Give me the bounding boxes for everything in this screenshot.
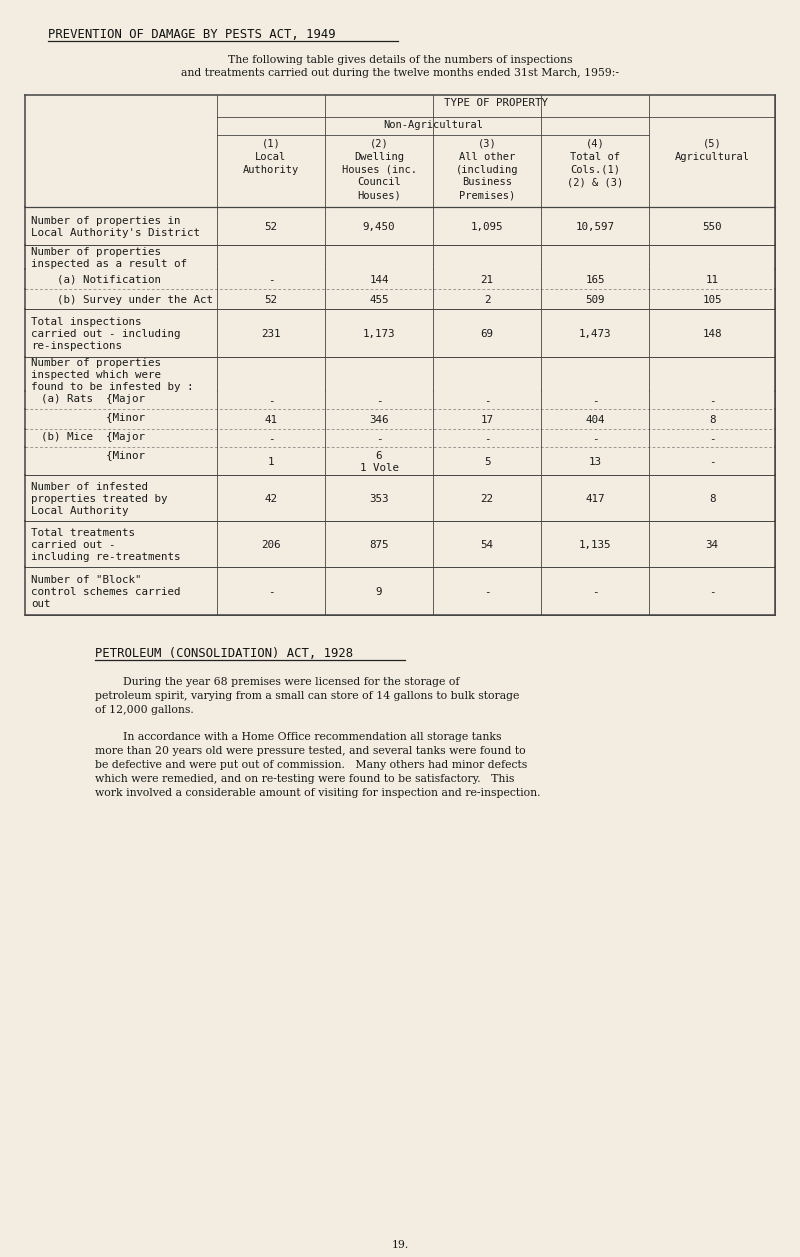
Text: The following table gives details of the numbers of inspections: The following table gives details of the… xyxy=(228,55,572,65)
Text: 17: 17 xyxy=(481,415,494,425)
Text: Number of properties: Number of properties xyxy=(31,358,161,368)
Text: inspected as a result of: inspected as a result of xyxy=(31,259,187,269)
Text: 8: 8 xyxy=(709,494,715,504)
Text: inspected which were: inspected which were xyxy=(31,370,161,380)
Text: (a) Notification: (a) Notification xyxy=(31,275,161,285)
Text: -: - xyxy=(592,587,598,597)
Text: carried out -: carried out - xyxy=(31,541,115,551)
Text: 417: 417 xyxy=(586,494,605,504)
Text: 1,473: 1,473 xyxy=(578,329,611,339)
Text: In accordance with a Home Office recommendation all storage tanks
more than 20 y: In accordance with a Home Office recomme… xyxy=(95,732,541,798)
Text: -: - xyxy=(268,275,274,285)
Text: Number of infested: Number of infested xyxy=(31,481,148,491)
Text: -: - xyxy=(709,587,715,597)
Text: 1,135: 1,135 xyxy=(578,541,611,551)
Text: properties treated by: properties treated by xyxy=(31,494,167,504)
Text: (4)
Total of
Cols.(1)
(2) & (3): (4) Total of Cols.(1) (2) & (3) xyxy=(567,140,623,187)
Text: 875: 875 xyxy=(370,541,389,551)
Text: 550: 550 xyxy=(702,222,722,233)
Text: -: - xyxy=(268,396,274,406)
Text: 2: 2 xyxy=(484,295,490,305)
Text: 19.: 19. xyxy=(391,1239,409,1249)
Text: -: - xyxy=(484,396,490,406)
Text: 353: 353 xyxy=(370,494,389,504)
Text: -: - xyxy=(709,434,715,444)
Text: 42: 42 xyxy=(265,494,278,504)
Text: -: - xyxy=(592,396,598,406)
Text: 455: 455 xyxy=(370,295,389,305)
Text: TYPE OF PROPERTY: TYPE OF PROPERTY xyxy=(444,98,548,108)
Text: 34: 34 xyxy=(706,541,718,551)
Text: Local Authority's District: Local Authority's District xyxy=(31,228,200,238)
Text: 21: 21 xyxy=(481,275,494,285)
Text: 165: 165 xyxy=(586,275,605,285)
Text: -: - xyxy=(592,434,598,444)
Text: 144: 144 xyxy=(370,275,389,285)
Text: 52: 52 xyxy=(265,222,278,233)
Text: {Minor: {Minor xyxy=(41,450,145,460)
Text: 54: 54 xyxy=(481,541,494,551)
Text: (1)
Local
Authority: (1) Local Authority xyxy=(243,140,299,175)
Text: 346: 346 xyxy=(370,415,389,425)
Text: PREVENTION OF DAMAGE BY PESTS ACT, 1949: PREVENTION OF DAMAGE BY PESTS ACT, 1949 xyxy=(48,28,336,41)
Text: -: - xyxy=(484,587,490,597)
Text: -: - xyxy=(709,396,715,406)
Text: 5: 5 xyxy=(484,458,490,468)
Text: PETROLEUM (CONSOLIDATION) ACT, 1928: PETROLEUM (CONSOLIDATION) ACT, 1928 xyxy=(95,647,353,660)
Text: Total inspections: Total inspections xyxy=(31,317,142,327)
Text: 11: 11 xyxy=(706,275,718,285)
Text: (5)
Agricultural: (5) Agricultural xyxy=(674,140,750,162)
Text: (b) Mice  {Major: (b) Mice {Major xyxy=(41,432,145,442)
Text: (b) Survey under the Act: (b) Survey under the Act xyxy=(31,295,213,305)
Text: 13: 13 xyxy=(589,458,602,468)
Text: Number of "Block": Number of "Block" xyxy=(31,574,142,585)
Text: -: - xyxy=(709,458,715,468)
Text: Number of properties in: Number of properties in xyxy=(31,216,181,226)
Text: 1,173: 1,173 xyxy=(362,329,395,339)
Text: Local Authority: Local Authority xyxy=(31,507,129,517)
Text: 41: 41 xyxy=(265,415,278,425)
Text: including re-treatments: including re-treatments xyxy=(31,552,181,562)
Text: (2)
Dwelling
Houses (inc.
Council
Houses): (2) Dwelling Houses (inc. Council Houses… xyxy=(342,140,417,200)
Text: 9,450: 9,450 xyxy=(362,222,395,233)
Text: {Minor: {Minor xyxy=(41,412,145,422)
Text: -: - xyxy=(268,434,274,444)
Text: -: - xyxy=(376,434,382,444)
Text: -: - xyxy=(268,587,274,597)
Text: control schemes carried: control schemes carried xyxy=(31,587,181,597)
Text: 105: 105 xyxy=(702,295,722,305)
Text: 10,597: 10,597 xyxy=(575,222,614,233)
Text: (a) Rats  {Major: (a) Rats {Major xyxy=(41,393,145,403)
Text: 1,095: 1,095 xyxy=(470,222,503,233)
Text: found to be infested by :: found to be infested by : xyxy=(31,382,194,392)
Text: 69: 69 xyxy=(481,329,494,339)
Text: 509: 509 xyxy=(586,295,605,305)
Text: 9: 9 xyxy=(376,587,382,597)
Text: Total treatments: Total treatments xyxy=(31,528,135,538)
Text: During the year 68 premises were licensed for the storage of
petroleum spirit, v: During the year 68 premises were license… xyxy=(95,678,519,715)
Text: Non-Agricultural: Non-Agricultural xyxy=(383,119,483,129)
Text: 231: 231 xyxy=(262,329,281,339)
Text: and treatments carried out during the twelve months ended 31st March, 1959:-: and treatments carried out during the tw… xyxy=(181,68,619,78)
Text: -: - xyxy=(484,434,490,444)
Text: 52: 52 xyxy=(265,295,278,305)
Text: (3)
All other
(including
Business
Premises): (3) All other (including Business Premis… xyxy=(456,140,518,200)
Text: 148: 148 xyxy=(702,329,722,339)
Text: Number of properties: Number of properties xyxy=(31,246,161,256)
Text: out: out xyxy=(31,600,50,608)
Text: 8: 8 xyxy=(709,415,715,425)
Text: carried out - including: carried out - including xyxy=(31,329,181,339)
Text: 22: 22 xyxy=(481,494,494,504)
Text: 1: 1 xyxy=(268,458,274,468)
Text: 1 Vole: 1 Vole xyxy=(359,463,398,473)
Text: -: - xyxy=(376,396,382,406)
Text: 404: 404 xyxy=(586,415,605,425)
Text: 206: 206 xyxy=(262,541,281,551)
Text: 6: 6 xyxy=(376,451,382,461)
Text: re-inspections: re-inspections xyxy=(31,341,122,351)
